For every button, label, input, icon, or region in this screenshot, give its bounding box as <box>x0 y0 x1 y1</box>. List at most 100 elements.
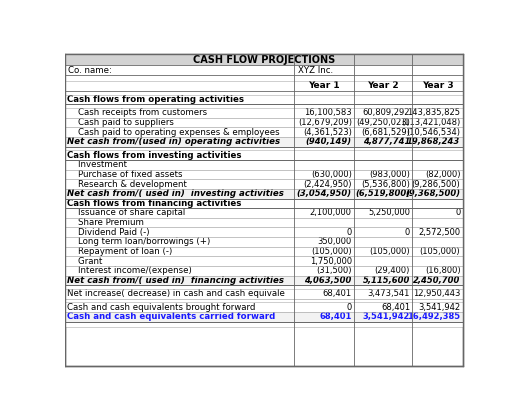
Text: (31,500): (31,500) <box>316 266 352 275</box>
Bar <box>65 322 463 327</box>
Text: 0: 0 <box>455 208 461 218</box>
Text: 2,450,700: 2,450,700 <box>413 276 461 285</box>
Bar <box>65 302 463 312</box>
Text: XYZ Inc.: XYZ Inc. <box>297 66 333 75</box>
Bar <box>65 118 463 127</box>
Text: (16,800): (16,800) <box>425 266 461 275</box>
Text: (105,000): (105,000) <box>420 247 461 256</box>
Text: (105,000): (105,000) <box>311 247 352 256</box>
Text: Dividend Paid (-): Dividend Paid (-) <box>67 228 150 237</box>
Text: Issuance of share capital: Issuance of share capital <box>67 208 185 218</box>
Text: Grant: Grant <box>67 257 103 265</box>
Text: 4,877,741: 4,877,741 <box>363 137 410 146</box>
Text: 5,250,000: 5,250,000 <box>368 208 410 218</box>
Bar <box>65 299 463 302</box>
Text: (12,679,209): (12,679,209) <box>298 118 352 127</box>
Text: 12,950,443: 12,950,443 <box>413 289 461 298</box>
Text: 143,835,825: 143,835,825 <box>407 108 461 117</box>
Bar <box>65 208 463 218</box>
Text: (2,424,950): (2,424,950) <box>303 180 352 188</box>
Text: Research & development: Research & development <box>67 180 188 188</box>
Text: 0: 0 <box>346 228 352 237</box>
Text: Cash flows from investing activities: Cash flows from investing activities <box>67 151 242 160</box>
Bar <box>65 75 463 81</box>
Text: 19,868,243: 19,868,243 <box>407 137 461 146</box>
Text: Cash and cash equivalents brought forward: Cash and cash equivalents brought forwar… <box>67 303 256 312</box>
Text: 16,492,385: 16,492,385 <box>407 312 461 322</box>
Bar <box>65 198 463 208</box>
Bar <box>65 160 463 170</box>
Text: 350,000: 350,000 <box>318 238 352 246</box>
Bar <box>65 285 463 289</box>
Text: Cash flows from financing activities: Cash flows from financing activities <box>67 199 242 208</box>
Text: Investment: Investment <box>67 160 128 169</box>
Text: (940,149): (940,149) <box>306 137 352 146</box>
Bar <box>65 237 463 247</box>
Text: 2,572,500: 2,572,500 <box>418 228 461 237</box>
Text: 16,100,583: 16,100,583 <box>304 108 352 117</box>
Text: (29,400): (29,400) <box>375 266 410 275</box>
Text: Year 3: Year 3 <box>421 81 453 90</box>
Bar <box>65 54 463 65</box>
Text: (6,519,800): (6,519,800) <box>355 189 410 198</box>
Text: Year 1: Year 1 <box>308 81 340 90</box>
Bar <box>65 228 463 237</box>
Text: Year 2: Year 2 <box>367 81 399 90</box>
Text: (5,536,800): (5,536,800) <box>361 180 410 188</box>
Text: Long term loan/borrowings (+): Long term loan/borrowings (+) <box>67 238 210 246</box>
Bar <box>65 137 463 146</box>
Text: Cash and cash equivalents carried forward: Cash and cash equivalents carried forwar… <box>67 312 276 322</box>
Text: (3,054,950): (3,054,950) <box>297 189 352 198</box>
Text: 4,063,500: 4,063,500 <box>304 276 352 285</box>
Text: (113,421,048): (113,421,048) <box>401 118 461 127</box>
Text: 1,750,000: 1,750,000 <box>310 257 352 265</box>
Text: (9,368,500): (9,368,500) <box>405 189 461 198</box>
Bar <box>65 218 463 228</box>
Text: 68,401: 68,401 <box>319 312 352 322</box>
Bar <box>65 289 463 299</box>
Bar <box>65 247 463 256</box>
Text: (10,546,534): (10,546,534) <box>406 128 461 136</box>
Bar <box>65 170 463 179</box>
Bar <box>65 127 463 137</box>
Text: Net increase( decrease) in cash and cash equivale: Net increase( decrease) in cash and cash… <box>67 289 286 298</box>
Bar <box>65 104 463 108</box>
Text: (983,000): (983,000) <box>369 170 410 179</box>
Text: 3,541,942: 3,541,942 <box>418 303 461 312</box>
Text: (9,286,500): (9,286,500) <box>412 180 461 188</box>
Text: Net cash from/( used in)  financing activities: Net cash from/( used in) financing activ… <box>67 276 284 285</box>
Bar <box>65 151 463 160</box>
Text: (82,000): (82,000) <box>425 170 461 179</box>
Text: Interest income/(expense): Interest income/(expense) <box>67 266 192 275</box>
Bar <box>65 65 463 75</box>
Text: (630,000): (630,000) <box>311 170 352 179</box>
Text: 0: 0 <box>346 303 352 312</box>
Text: Cash receipts from customers: Cash receipts from customers <box>67 108 207 117</box>
Text: 68,401: 68,401 <box>322 289 352 298</box>
Text: Repayment of loan (-): Repayment of loan (-) <box>67 247 172 256</box>
Bar <box>65 312 463 322</box>
Bar <box>65 256 463 266</box>
Text: Cash flows from operating activities: Cash flows from operating activities <box>67 95 244 104</box>
Text: Share Premium: Share Premium <box>67 218 144 227</box>
Bar <box>65 189 463 198</box>
Text: Net cash from/( used in)  investing activities: Net cash from/( used in) investing activ… <box>67 189 284 198</box>
Bar <box>65 275 463 285</box>
Text: Cash paid to suppliers: Cash paid to suppliers <box>67 118 175 127</box>
Text: 60,809,292: 60,809,292 <box>363 108 410 117</box>
Text: (6,681,529): (6,681,529) <box>361 128 410 136</box>
Text: 3,541,942: 3,541,942 <box>363 312 410 322</box>
Text: Cash paid to operating expenses & employees: Cash paid to operating expenses & employ… <box>67 128 280 136</box>
Text: (105,000): (105,000) <box>369 247 410 256</box>
Text: (49,250,023): (49,250,023) <box>356 118 410 127</box>
Bar <box>65 146 463 151</box>
Text: Purchase of fixed assets: Purchase of fixed assets <box>67 170 183 179</box>
Text: Co. name:: Co. name: <box>68 66 112 75</box>
Bar <box>65 266 463 275</box>
Text: (4,361,523): (4,361,523) <box>303 128 352 136</box>
Text: 2,100,000: 2,100,000 <box>310 208 352 218</box>
Text: 68,401: 68,401 <box>381 303 410 312</box>
Bar <box>65 108 463 118</box>
Text: Net cash from/(used in) operating activities: Net cash from/(used in) operating activi… <box>67 137 281 146</box>
Text: 3,473,541: 3,473,541 <box>368 289 410 298</box>
